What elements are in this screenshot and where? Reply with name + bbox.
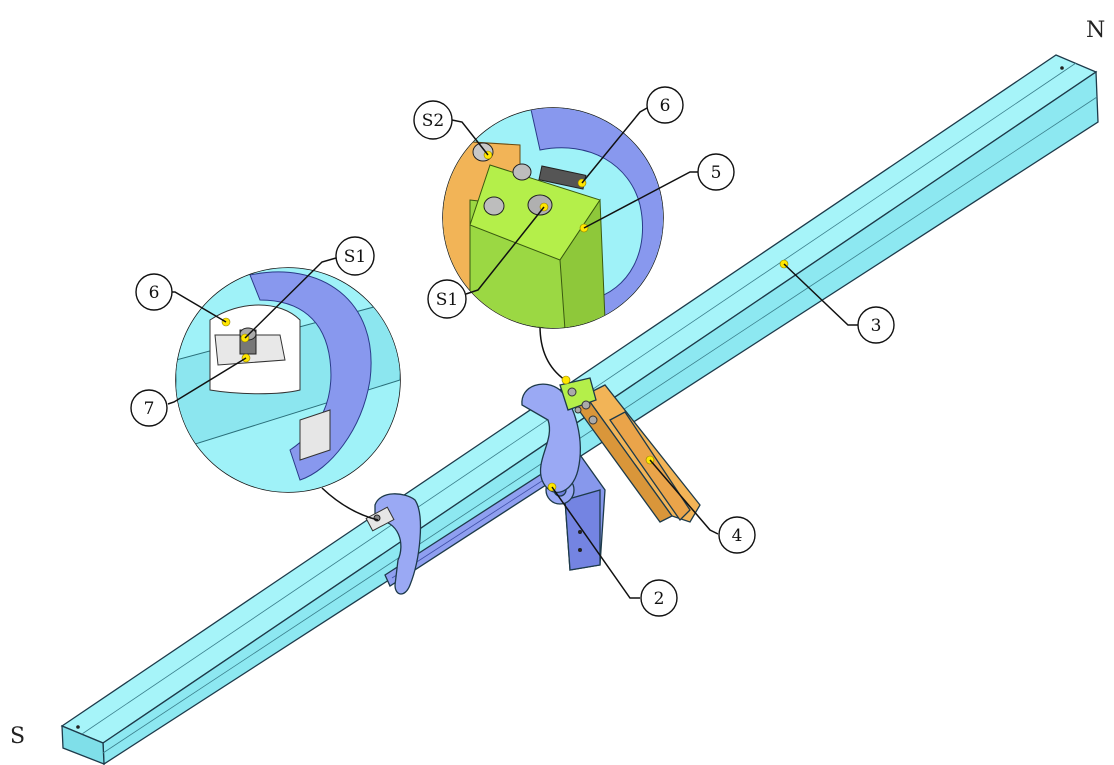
callout-s2-label: S2 — [422, 111, 444, 131]
callout-5: 5 — [697, 153, 735, 191]
callout-7: 7 — [130, 389, 168, 427]
callout-6-left-label: 6 — [149, 283, 160, 303]
callout-2: 2 — [640, 579, 678, 617]
callout-7-label: 7 — [144, 399, 155, 419]
callout-6-left: 6 — [135, 273, 173, 311]
detail-top — [442, 107, 664, 329]
callout-4: 4 — [718, 516, 756, 554]
north-label: N — [1086, 18, 1106, 43]
right-clamp — [521, 377, 598, 493]
callout-s1-top: S1 — [427, 279, 467, 319]
callout-2-label: 2 — [654, 589, 665, 609]
callout-5-label: 5 — [711, 163, 722, 183]
callout-s2: S2 — [413, 100, 453, 140]
callout-6-top: 6 — [646, 86, 684, 124]
callout-4-label: 4 — [732, 526, 743, 546]
detail-left — [175, 267, 401, 493]
callout-s1-top-label: S1 — [436, 290, 458, 310]
tube-end-face — [61, 725, 105, 765]
left-clamp — [365, 493, 422, 595]
callout-3-label: 3 — [871, 316, 882, 336]
callout-s1-left: S1 — [335, 236, 375, 276]
callout-6-top-label: 6 — [660, 96, 671, 116]
callout-s1-left-label: S1 — [344, 247, 366, 267]
orange-arm — [574, 384, 701, 523]
south-label: S — [10, 724, 26, 749]
callout-3: 3 — [857, 306, 895, 344]
